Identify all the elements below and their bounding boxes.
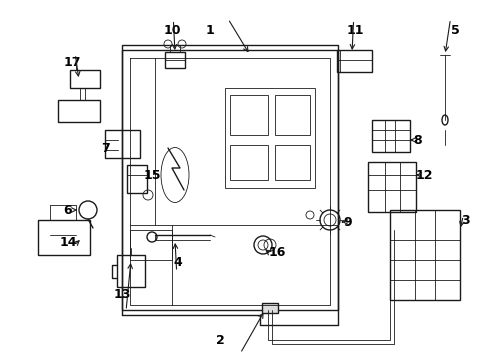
Bar (367, 162, 415, 212)
Text: 4: 4 (173, 256, 182, 269)
Bar (164, 52, 184, 68)
Bar (38, 220, 90, 255)
Text: 12: 12 (414, 168, 432, 181)
Text: 10: 10 (163, 23, 181, 36)
Text: 3: 3 (461, 213, 469, 226)
Text: 8: 8 (413, 134, 422, 147)
Bar (336, 50, 371, 72)
Text: 7: 7 (101, 141, 109, 154)
Text: 15: 15 (143, 168, 161, 181)
Bar (105, 130, 140, 158)
Bar (117, 255, 145, 287)
Bar (70, 70, 100, 88)
Text: 6: 6 (63, 203, 72, 216)
Bar (262, 303, 278, 313)
Text: 14: 14 (59, 237, 77, 249)
Bar (274, 95, 309, 135)
Text: 17: 17 (63, 55, 81, 68)
Bar (58, 100, 100, 122)
Text: 13: 13 (113, 288, 130, 302)
Text: 5: 5 (450, 23, 458, 36)
Text: 16: 16 (268, 246, 285, 258)
Text: 11: 11 (346, 23, 363, 36)
Bar (229, 145, 267, 180)
Text: 1: 1 (205, 23, 214, 36)
Bar (130, 230, 172, 260)
Bar (127, 165, 147, 193)
Bar (371, 120, 409, 152)
Bar (229, 95, 267, 135)
Bar (224, 88, 314, 188)
Text: 2: 2 (215, 333, 224, 346)
Bar (389, 210, 459, 300)
Bar (274, 145, 309, 180)
Text: 9: 9 (343, 216, 351, 229)
